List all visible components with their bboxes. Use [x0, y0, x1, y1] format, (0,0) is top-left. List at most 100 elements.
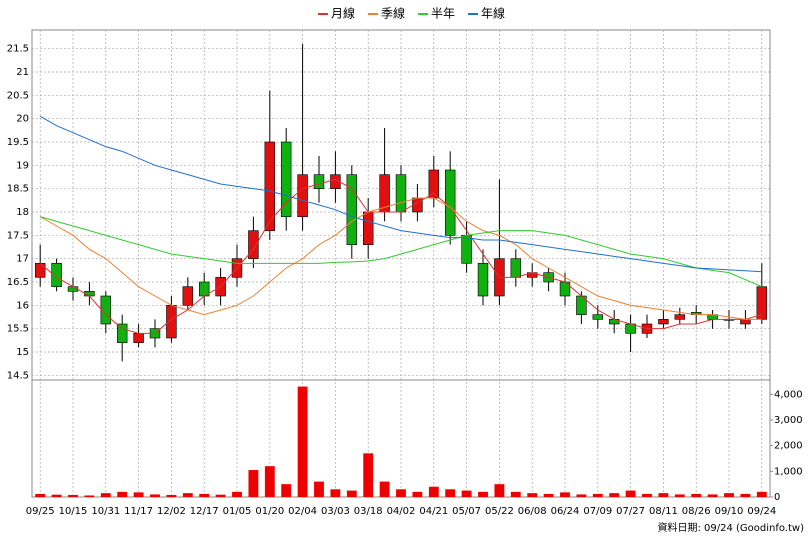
x-tick-label: 02/04: [288, 506, 317, 517]
x-tick-label: 12/02: [157, 506, 186, 517]
y2-tick-label: 0: [774, 492, 780, 503]
volume-bar: [724, 493, 734, 497]
candle-body: [133, 333, 144, 343]
volume-bar: [396, 489, 406, 497]
volume-bar: [510, 491, 521, 497]
volume-bar: [363, 453, 374, 497]
y-tick-label: 16.5: [7, 277, 29, 288]
y2-tick-label: 1,000: [774, 466, 803, 477]
y2-tick-label: 3,000: [774, 415, 803, 426]
candle-body: [297, 174, 308, 217]
x-tick-label: 11/17: [124, 506, 153, 517]
volume-bar: [740, 493, 751, 497]
x-tick-label: 05/07: [452, 506, 481, 517]
candle-body: [395, 174, 407, 213]
x-tick-label: 06/08: [518, 506, 547, 517]
candle-body: [264, 141, 276, 231]
legend-label: 月線: [331, 6, 355, 21]
volume-bar: [314, 481, 324, 497]
x-tick-label: 09/24: [747, 506, 776, 517]
volume-bar: [658, 493, 669, 497]
y-tick-label: 21: [16, 67, 29, 78]
legend-label: 季線: [381, 6, 405, 21]
x-tick-label: 01/05: [223, 506, 252, 517]
candle-body: [116, 323, 128, 343]
y-tick-label: 15.5: [7, 324, 29, 335]
volume-bar: [330, 489, 341, 497]
x-tick-label: 10/15: [59, 506, 88, 517]
x-tick-label: 03/18: [354, 506, 383, 517]
volume-bar: [346, 490, 357, 497]
y-tick-label: 18: [16, 207, 29, 218]
volume-bar: [84, 495, 95, 497]
y-tick-label: 14.5: [7, 370, 29, 381]
volume-bar: [478, 491, 488, 497]
y-tick-label: 19: [16, 160, 29, 171]
y-tick-label: 21.5: [7, 44, 29, 55]
volume-bar: [609, 493, 620, 497]
volume-bar: [625, 490, 636, 497]
volume-bar: [560, 492, 570, 497]
y-tick-label: 19.5: [7, 137, 29, 148]
volume-bar: [494, 484, 505, 497]
x-tick-label: 05/22: [485, 506, 514, 517]
volume-bar: [199, 493, 210, 497]
volume-bar: [248, 470, 259, 497]
x-tick-label: 09/25: [26, 506, 55, 517]
volume-bar: [379, 481, 390, 497]
x-tick-label: 09/10: [715, 506, 744, 517]
x-tick-label: 08/11: [649, 506, 678, 517]
candle-body: [756, 286, 768, 320]
volume-bar: [133, 492, 144, 497]
volume-bar: [527, 493, 538, 497]
volume-bar: [281, 484, 292, 497]
volume-bar: [166, 494, 177, 497]
x-tick-label: 04/02: [387, 506, 416, 517]
x-tick-label: 10/31: [91, 506, 120, 517]
candle-body: [658, 319, 669, 325]
ma-line: [40, 216, 762, 288]
volume-bar: [35, 493, 46, 497]
volume-bar: [117, 491, 128, 497]
volume-bar: [674, 494, 685, 497]
x-tick-label: 04/21: [419, 506, 448, 517]
volume-bar: [232, 491, 242, 497]
volume-bar: [100, 493, 111, 497]
ma-line: [39, 115, 762, 273]
candle-body: [362, 211, 374, 245]
volume-bar: [68, 494, 78, 497]
candle-body: [182, 286, 194, 306]
candle-body: [346, 174, 358, 245]
y-tick-label: 18.5: [7, 184, 29, 195]
candle-body: [248, 230, 259, 259]
legend-label: 半年: [431, 7, 455, 21]
y-tick-label: 20: [16, 114, 29, 125]
footnote: 資料日期: 09/24 (Goodinfo.tw): [657, 521, 804, 534]
y-tick-label: 20.5: [7, 90, 29, 101]
volume-bar: [461, 490, 472, 497]
x-tick-label: 01/20: [255, 506, 284, 517]
volume-bar: [428, 486, 439, 497]
volume-bar: [642, 493, 652, 497]
volume-bar: [215, 494, 226, 497]
candle-body: [444, 169, 456, 236]
candle-body: [51, 263, 62, 287]
volume-bar: [756, 491, 767, 497]
x-tick-label: 08/26: [682, 506, 711, 517]
x-tick-label: 03/03: [321, 506, 350, 517]
volume-bar: [264, 466, 275, 497]
volume-bar: [412, 491, 423, 497]
legend-label: 年線: [481, 6, 505, 21]
candle-body: [313, 174, 325, 189]
ma-line: [39, 178, 762, 334]
x-tick-label: 06/24: [551, 506, 580, 517]
volume-bar: [150, 494, 160, 497]
volume-bar: [445, 489, 456, 497]
y-tick-label: 17.5: [7, 230, 29, 241]
candle-body: [34, 263, 46, 278]
y-tick-label: 17: [16, 254, 29, 265]
volume-bar: [707, 494, 718, 497]
volume-bar: [576, 494, 587, 497]
